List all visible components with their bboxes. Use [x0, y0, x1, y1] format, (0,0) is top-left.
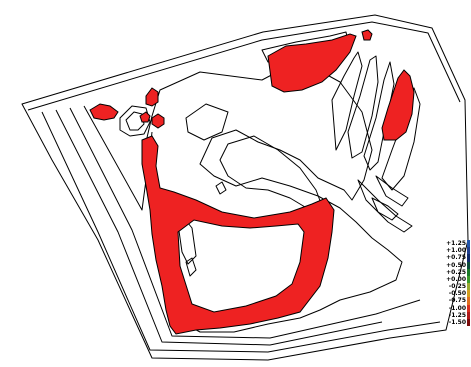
legend-label: +0.50 — [446, 261, 466, 269]
legend-swatch — [467, 275, 470, 284]
contour-ridge-6 — [375, 175, 409, 207]
legend-label: -1.50 — [448, 318, 466, 326]
contour-ridge-1 — [331, 51, 363, 151]
legend-label: +1.25 — [446, 240, 466, 247]
legend-label: -1.25 — [448, 311, 466, 319]
legend-swatch — [467, 283, 470, 291]
legend-label: +0.75 — [446, 254, 466, 262]
elevation-legend: +1.25 +1.00 +0.75 +0.50 +0.25 +0.00 -0.25 -0.50… — [444, 240, 470, 327]
contour-ridge-3 — [363, 61, 395, 171]
legend-swatch — [467, 318, 470, 327]
legend-label: +1.00 — [446, 247, 466, 255]
legend-swatch — [467, 290, 470, 298]
contour-line-west-4 — [69, 107, 421, 339]
site-boundary — [21, 14, 469, 361]
legend-color-bar — [467, 240, 470, 327]
contour-line-west-3 — [55, 109, 383, 346]
legend-swatch — [467, 297, 470, 305]
deep-zone-west-small — [89, 103, 119, 121]
legend-swatch — [467, 247, 470, 255]
legend-label: +0.00 — [446, 275, 466, 283]
legend-label: -0.25 — [448, 283, 466, 291]
contour-line-west-2 — [41, 111, 441, 353]
contour-ring-outer — [119, 105, 151, 137]
legend-swatch — [467, 261, 470, 269]
contour-ring-inner — [125, 111, 145, 131]
deep-zone-east — [381, 69, 415, 141]
legend-label: -0.50 — [448, 290, 466, 298]
legend-swatch — [467, 254, 470, 262]
legend-swatch — [467, 240, 470, 248]
legend-label: -0.75 — [448, 297, 466, 305]
legend-label: +0.25 — [446, 268, 466, 276]
contour-line-inner-2 — [185, 103, 229, 141]
legend-swatch — [467, 311, 470, 319]
legend-labels: +1.25 +1.00 +0.75 +0.50 +0.25 +0.00 -0.25 -0.50… — [444, 240, 466, 326]
contour-bump-3 — [215, 181, 227, 195]
deep-zone-blob-1 — [145, 87, 159, 107]
contour-ridge-5 — [371, 197, 399, 221]
deep-zone-blob-3 — [139, 111, 151, 123]
deep-zone-blob-4 — [361, 29, 373, 41]
deep-zone-north — [267, 33, 357, 93]
contour-ridge-2 — [347, 55, 379, 159]
legend-swatch — [467, 304, 470, 312]
contour-line-west-1 — [27, 21, 461, 111]
legend-swatch — [467, 268, 470, 276]
deep-zone-main-pit — [141, 135, 335, 335]
contour-ridge-7 — [357, 179, 413, 233]
legend-label: -1.00 — [448, 304, 466, 312]
deep-zone-blob-2 — [151, 113, 165, 129]
contour-bump-2 — [185, 257, 197, 277]
